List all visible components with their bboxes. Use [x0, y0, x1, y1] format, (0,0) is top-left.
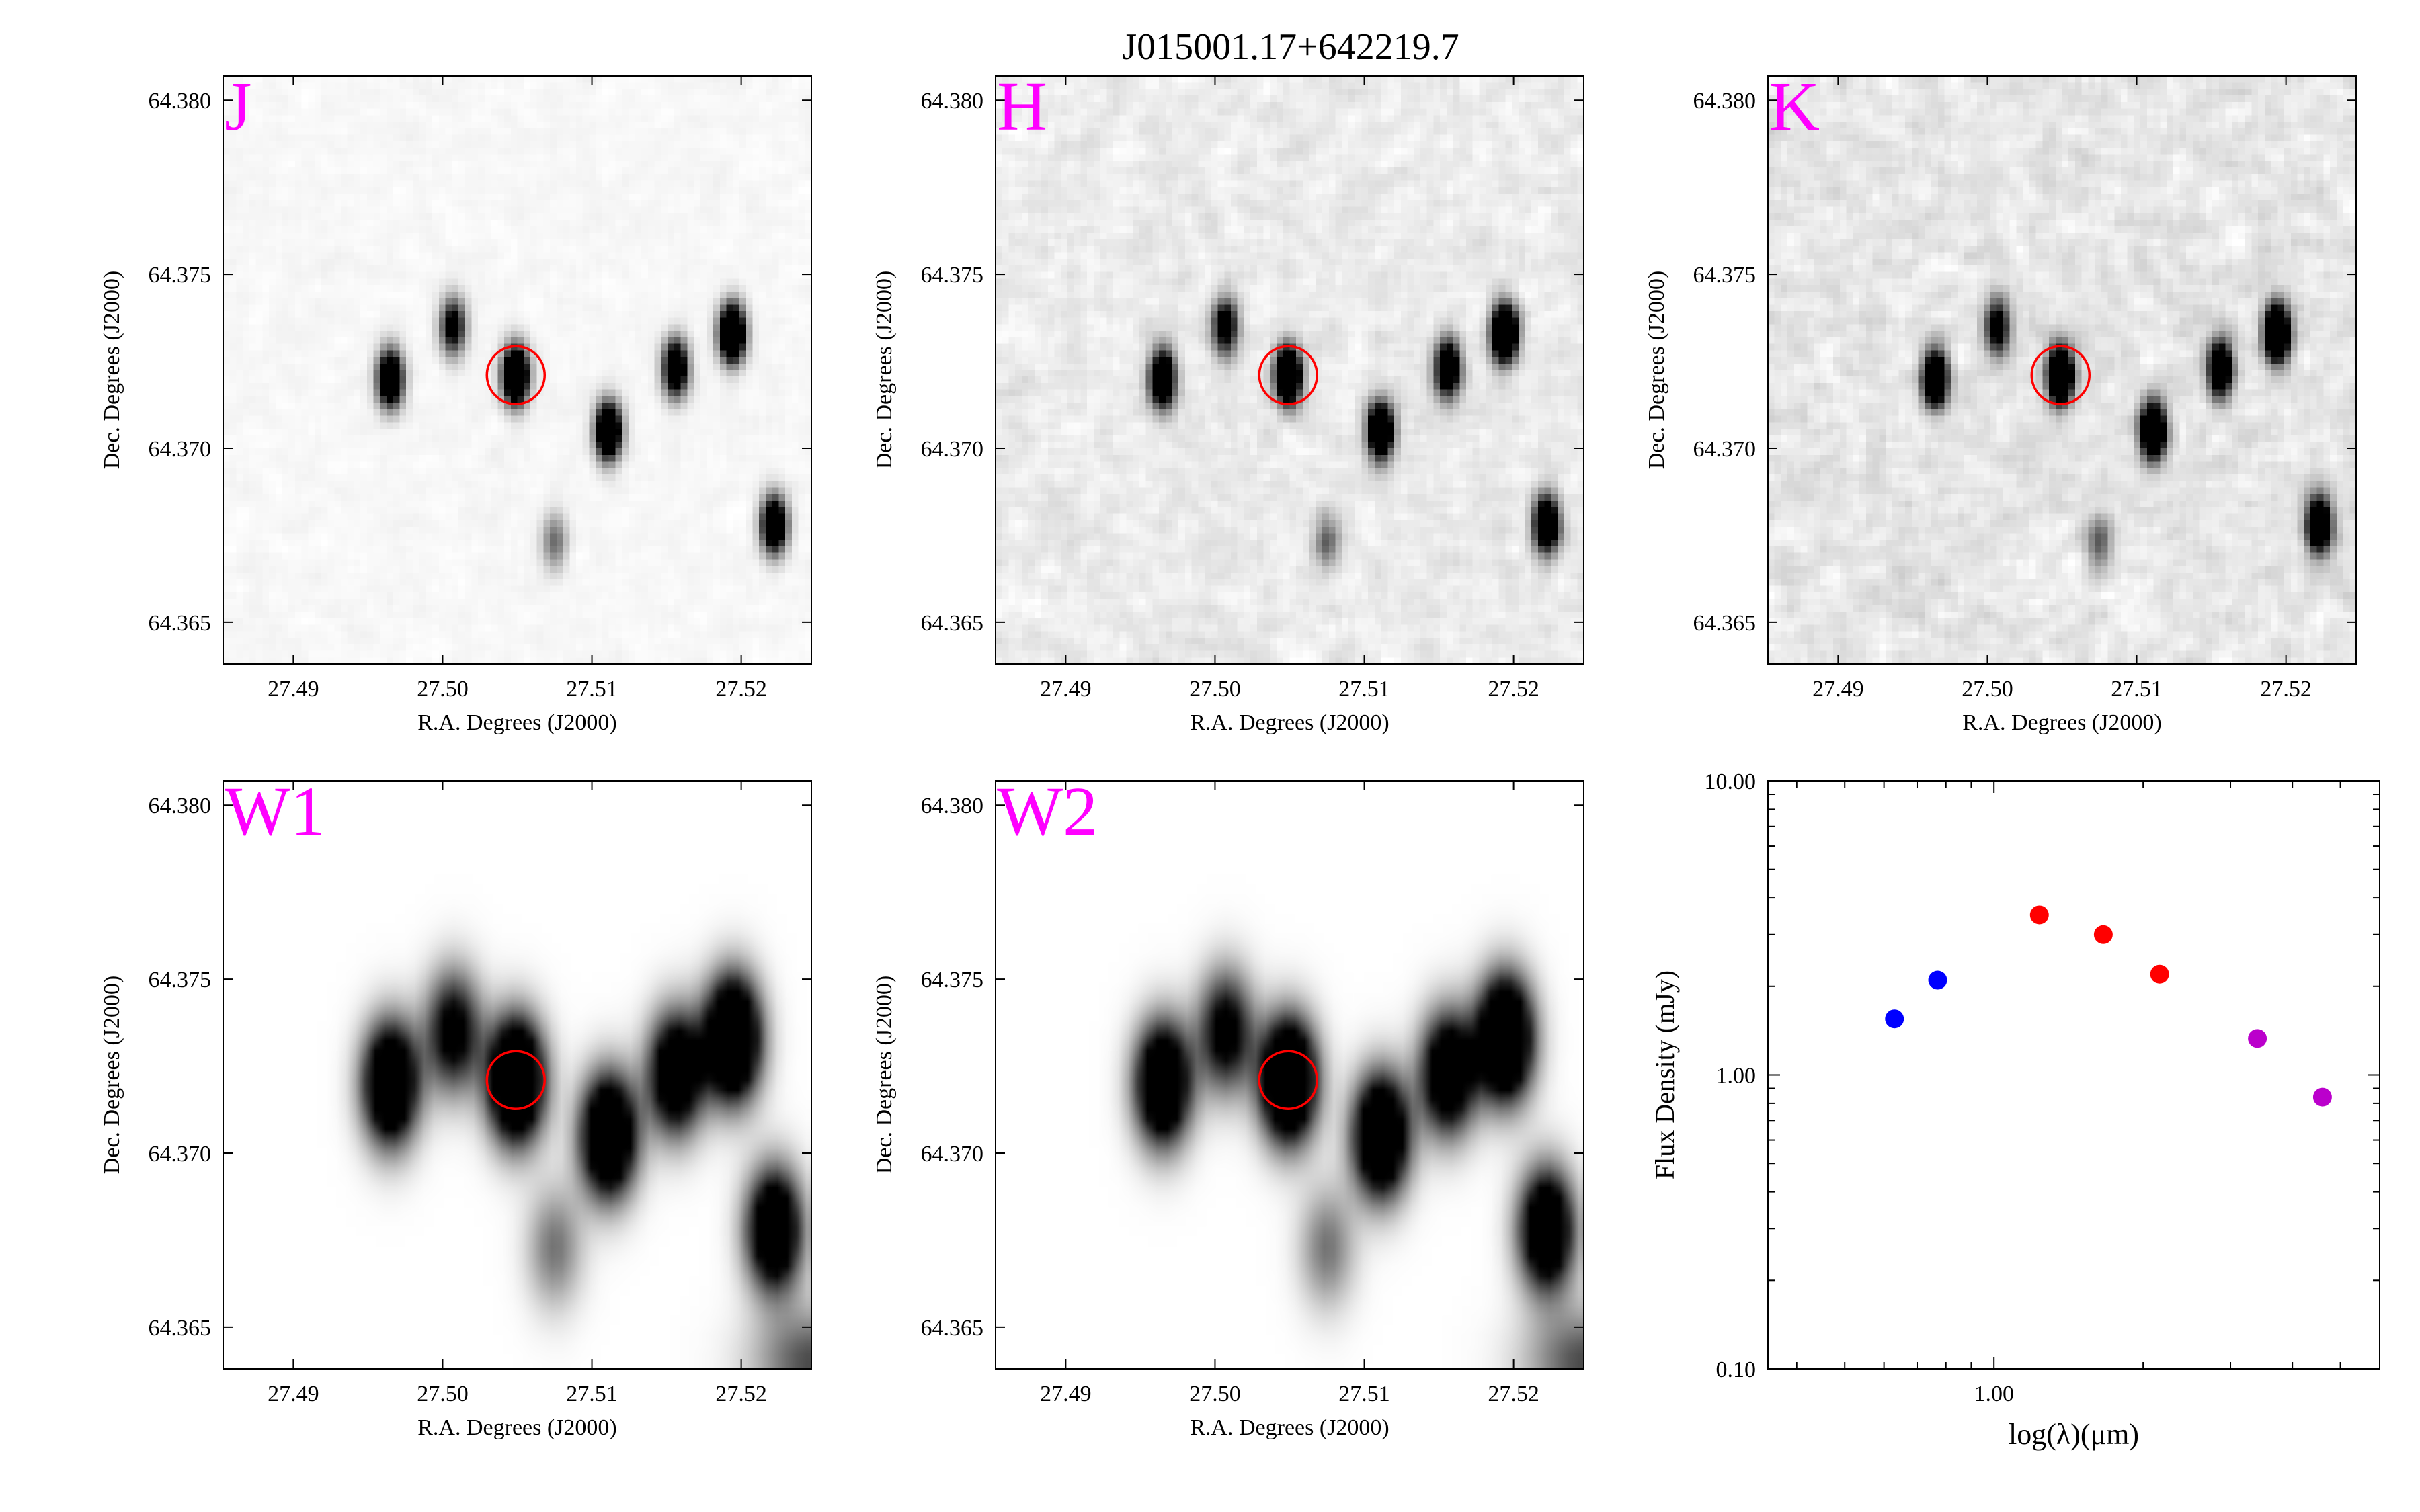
y-tick-label: 64.375	[149, 968, 212, 993]
x-tick-label: 27.49	[1040, 1382, 1092, 1406]
y-tick-label: 0.10	[1716, 1357, 1757, 1382]
panel-frame	[995, 75, 1584, 665]
x-tick-label: 1.00	[1974, 1382, 2014, 1406]
x-tick-label: 27.49	[1812, 677, 1864, 702]
band-image	[223, 76, 811, 664]
y-axis-label: Dec. Degrees (J2000)	[872, 976, 897, 1175]
x-tick-label: 27.52	[1488, 677, 1539, 702]
image-panel-h: 27.49 27.50 27.51 27.52 64.365 64.370 64.375 64…	[872, 68, 1584, 735]
y-tick-label: 64.370	[921, 1142, 984, 1167]
image-panel-w2: 27.49 27.50 27.51 27.52 64.365 64.370 64.375 64…	[872, 773, 1584, 1440]
y-tick-label: 64.365	[149, 611, 212, 636]
band-image	[996, 76, 1584, 664]
sed-point	[2248, 1029, 2267, 1048]
y-axis-label: Dec. Degrees (J2000)	[99, 271, 124, 470]
panel-frame	[223, 780, 812, 1370]
target-aperture-circle	[1258, 345, 1319, 406]
y-tick-label: 64.365	[1693, 611, 1757, 636]
x-tick-label: 27.51	[1338, 677, 1390, 702]
y-tick-label: 64.375	[149, 263, 212, 288]
y-tick-label: 64.370	[149, 1142, 212, 1167]
y-tick-label: 64.365	[921, 1316, 984, 1341]
sed-frame	[1767, 780, 2380, 1370]
y-tick-label: 10.00	[1705, 769, 1757, 794]
sed-point	[1928, 970, 1947, 990]
y-axis-label: Dec. Degrees (J2000)	[1644, 271, 1669, 470]
panel-frame	[223, 75, 812, 665]
band-image	[996, 781, 1584, 1369]
y-tick-label: 64.370	[149, 437, 212, 462]
x-tick-label: 27.50	[1189, 677, 1241, 702]
band-image	[223, 781, 811, 1369]
sed-point	[2312, 1087, 2332, 1107]
x-tick-label: 27.51	[566, 1382, 618, 1406]
x-tick-label: 27.50	[1189, 1382, 1241, 1406]
image-panel-j: 27.49 27.50 27.51 27.52 64.365 64.370 64.375 64…	[99, 68, 812, 735]
sed-point	[2093, 925, 2113, 944]
x-tick-label: 27.50	[417, 677, 469, 702]
band-label: K	[1769, 68, 1820, 145]
image-panel-k: 27.49 27.50 27.51 27.52 64.365 64.370 64.375 64…	[1644, 68, 2357, 735]
x-tick-label: 27.51	[2111, 677, 2163, 702]
x-tick-label: 27.52	[715, 677, 767, 702]
x-axis-label: log(λ)(μm)	[2009, 1418, 2139, 1451]
y-tick-label: 1.00	[1716, 1064, 1757, 1089]
y-tick-label: 64.375	[1693, 263, 1757, 288]
x-axis-label: R.A. Degrees (J2000)	[417, 710, 617, 735]
sed-point	[2029, 905, 2049, 925]
target-aperture-circle	[1258, 1050, 1319, 1111]
band-label: W2	[997, 773, 1098, 850]
x-tick-label: 27.52	[2260, 677, 2312, 702]
sed-point	[1885, 1009, 1904, 1029]
x-tick-label: 27.52	[715, 1382, 767, 1406]
image-panels: 27.49 27.50 27.51 27.52 64.365 64.370 64.375 64…	[99, 68, 2357, 1440]
band-label: J	[225, 68, 251, 145]
band-label: W1	[225, 773, 325, 850]
y-tick-label: 64.370	[1693, 437, 1757, 462]
x-axis-label: R.A. Degrees (J2000)	[417, 1415, 617, 1440]
y-tick-label: 64.380	[921, 89, 984, 114]
image-panel-w1: 27.49 27.50 27.51 27.52 64.365 64.370 64.375 64…	[99, 773, 812, 1440]
x-tick-label: 27.49	[268, 1382, 319, 1406]
y-tick-label: 64.370	[921, 437, 984, 462]
y-tick-label: 64.380	[921, 794, 984, 818]
y-axis-label: Dec. Degrees (J2000)	[872, 271, 897, 470]
y-tick-label: 64.380	[149, 89, 212, 114]
y-tick-label: 64.365	[921, 611, 984, 636]
target-aperture-circle	[485, 1050, 547, 1111]
target-aperture-circle	[2030, 345, 2091, 406]
y-tick-label: 64.375	[921, 968, 984, 993]
y-tick-label: 64.380	[1693, 89, 1757, 114]
panel-frame	[1767, 75, 2357, 665]
band-image	[1768, 76, 2356, 664]
target-aperture-circle	[485, 345, 547, 406]
x-tick-label: 27.50	[417, 1382, 469, 1406]
y-axis-label: Dec. Degrees (J2000)	[99, 976, 124, 1175]
x-axis-label: R.A. Degrees (J2000)	[1190, 710, 1389, 735]
figure-title: J015001.17+642219.7	[1122, 26, 1459, 68]
x-tick-label: 27.52	[1488, 1382, 1539, 1406]
y-axis-label: Flux Density (mJy)	[1650, 970, 1680, 1179]
y-tick-label: 64.380	[149, 794, 212, 818]
x-tick-label: 27.50	[1962, 677, 2013, 702]
y-tick-label: 64.375	[921, 263, 984, 288]
sed-point	[2150, 964, 2169, 984]
panel-frame	[995, 780, 1584, 1370]
x-axis-label: R.A. Degrees (J2000)	[1962, 710, 2162, 735]
x-axis-label: R.A. Degrees (J2000)	[1190, 1415, 1389, 1440]
x-tick-label: 27.51	[1338, 1382, 1390, 1406]
x-tick-label: 27.49	[268, 677, 319, 702]
band-label: H	[997, 68, 1047, 145]
y-tick-label: 64.365	[149, 1316, 212, 1341]
sed-chart: 0.10 1.00 10.00 1.00 log(λ)(μm) Flux Density …	[1650, 769, 2380, 1451]
x-tick-label: 27.51	[566, 677, 618, 702]
x-tick-label: 27.49	[1040, 677, 1092, 702]
